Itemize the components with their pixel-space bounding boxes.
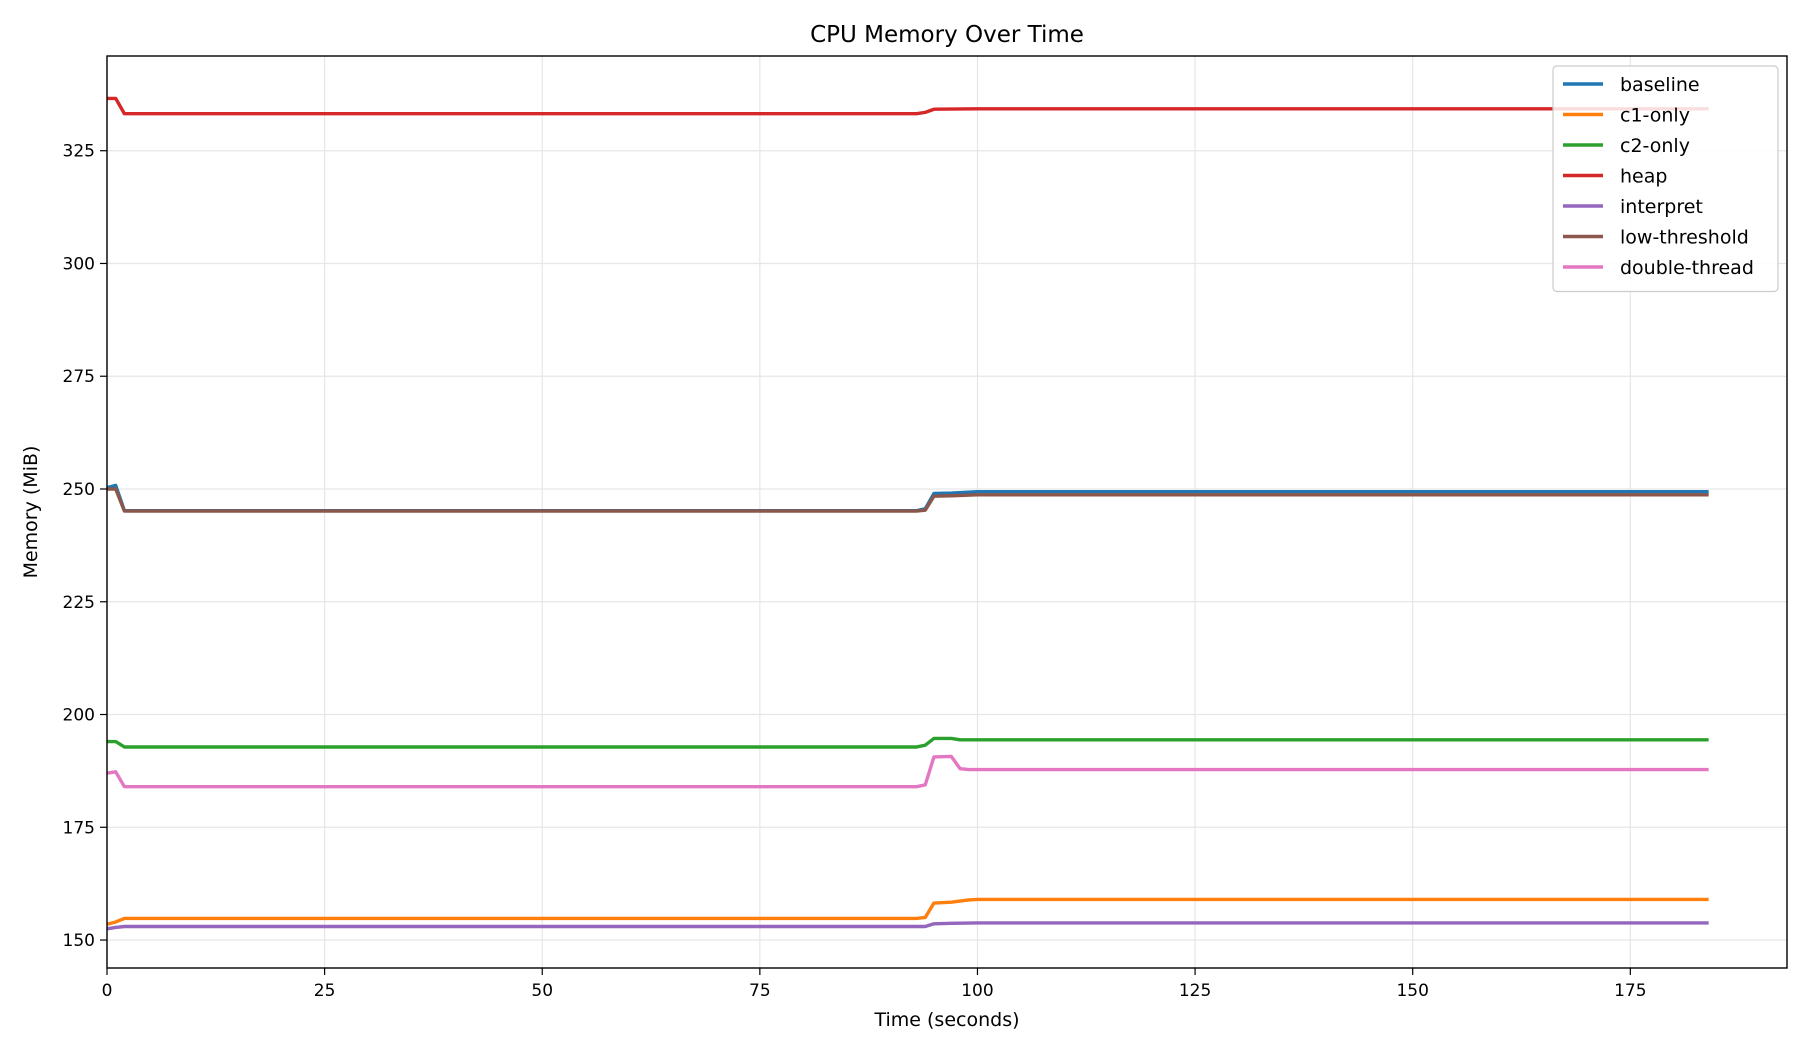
- legend-label-interpret: interpret: [1620, 196, 1703, 218]
- series-lines: [106, 96, 1709, 931]
- x-tick-label: 150: [1396, 981, 1428, 1001]
- y-tick-label: 250: [63, 480, 95, 500]
- series-line-heap: [107, 96, 1709, 116]
- series-line-low-threshold: [107, 487, 1709, 513]
- x-tick-label: 0: [102, 981, 113, 1001]
- plot-area-frame: [106, 55, 1788, 969]
- x-tick-label: 125: [1179, 981, 1211, 1001]
- legend-label-double-thread: double-thread: [1620, 257, 1754, 279]
- chart-title: CPU Memory Over Time: [810, 22, 1084, 48]
- legend-box: [1552, 65, 1779, 293]
- series-line-c1-only: [106, 897, 1709, 926]
- grid: [106, 56, 1787, 968]
- legend-label-low-threshold: low-threshold: [1620, 227, 1749, 249]
- x-axis-label: Time (seconds): [873, 1009, 1019, 1031]
- x-tick-label: 25: [314, 981, 336, 1001]
- y-axis-label: Memory (MiB): [20, 446, 42, 579]
- legend-label-c1-only: c1-only: [1620, 105, 1690, 127]
- x-tick-label: 50: [531, 981, 553, 1001]
- axis-ticks: 0 25 50 75 100 125 150 175 150 175 200 225 250 275 300…: [63, 142, 1647, 1001]
- series-line-double-thread: [106, 754, 1709, 789]
- y-tick-label: 300: [63, 254, 95, 274]
- legend-label-c2-only: c2-only: [1620, 135, 1690, 157]
- series-line-c2-only: [107, 736, 1709, 749]
- x-tick-label: 175: [1614, 981, 1646, 1001]
- legend: baseline c1-only c2-only heap interpret low-t…: [1552, 65, 1779, 293]
- y-tick-label: 275: [63, 367, 95, 387]
- series-line-interpret: [106, 921, 1709, 931]
- y-tick-label: 325: [63, 142, 95, 162]
- y-tick-label: 150: [63, 931, 95, 951]
- y-tick-label: 175: [63, 818, 95, 838]
- legend-label-baseline: baseline: [1620, 74, 1700, 96]
- y-tick-label: 200: [63, 706, 95, 726]
- x-tick-label: 100: [961, 981, 993, 1001]
- x-tick-label: 75: [749, 981, 771, 1001]
- legend-label-heap: heap: [1620, 166, 1667, 188]
- y-tick-label: 225: [63, 593, 95, 613]
